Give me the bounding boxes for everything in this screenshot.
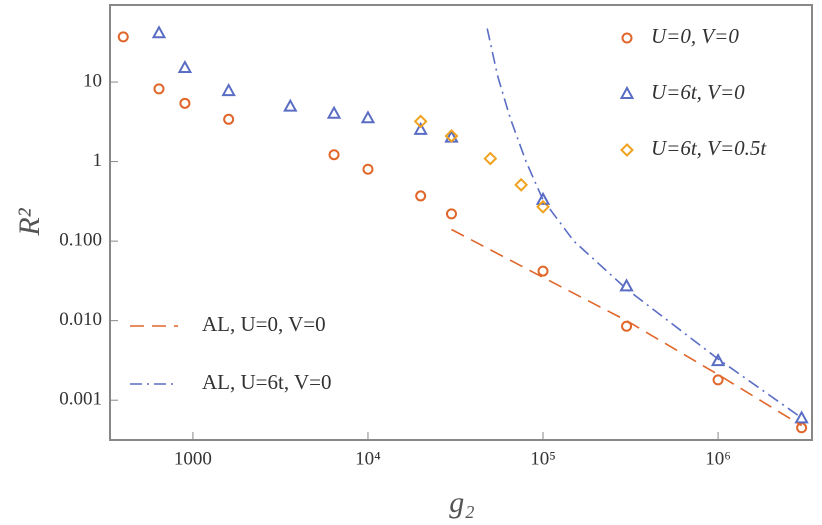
x-tick-label: 10⁶ xyxy=(705,448,731,469)
marker xyxy=(221,82,236,97)
marker xyxy=(179,97,191,109)
legend-label: U=6t, V=0 xyxy=(651,80,745,104)
marker xyxy=(710,353,726,367)
y-tick-label: 1 xyxy=(93,150,103,171)
marker xyxy=(283,98,298,112)
line xyxy=(451,228,803,427)
marker xyxy=(794,410,809,424)
x-axis-label: g₂ xyxy=(449,486,474,519)
marker xyxy=(177,59,193,74)
marker xyxy=(535,191,551,205)
y-tick-label: 0.001 xyxy=(59,389,102,410)
marker xyxy=(712,374,724,386)
marker xyxy=(362,163,374,175)
marker xyxy=(415,190,427,202)
marker xyxy=(151,25,167,39)
legend-label: AL, U=6t, V=0 xyxy=(202,370,331,394)
marker xyxy=(360,110,376,124)
y-tick-label: 10 xyxy=(83,70,102,91)
y-tick-label: 0.010 xyxy=(59,309,102,330)
y-axis-label: R² xyxy=(13,207,46,236)
marker xyxy=(620,143,634,157)
marker xyxy=(444,129,459,143)
x-tick-label: 10⁴ xyxy=(355,448,381,469)
marker xyxy=(326,105,342,119)
marker xyxy=(223,113,235,125)
marker xyxy=(413,114,428,129)
marker xyxy=(328,149,340,161)
marker xyxy=(117,31,129,43)
marker xyxy=(413,121,428,135)
plot-frame xyxy=(109,4,813,441)
y-tick-label: 0.100 xyxy=(59,229,102,250)
marker xyxy=(483,151,498,166)
marker xyxy=(619,85,635,99)
marker xyxy=(621,32,633,44)
marker xyxy=(445,208,457,220)
legend-label: U=0, V=0 xyxy=(651,24,739,48)
marker xyxy=(621,320,633,332)
marker xyxy=(514,177,529,192)
marker xyxy=(537,265,549,277)
legend-label: U=6t, V=0.5t xyxy=(651,136,767,160)
x-tick-label: 1000 xyxy=(174,448,212,469)
marker xyxy=(619,278,634,292)
line xyxy=(486,28,803,419)
x-tick-label: 10⁵ xyxy=(530,448,556,469)
marker xyxy=(153,83,165,95)
legend-label: AL, U=0, V=0 xyxy=(202,312,326,336)
